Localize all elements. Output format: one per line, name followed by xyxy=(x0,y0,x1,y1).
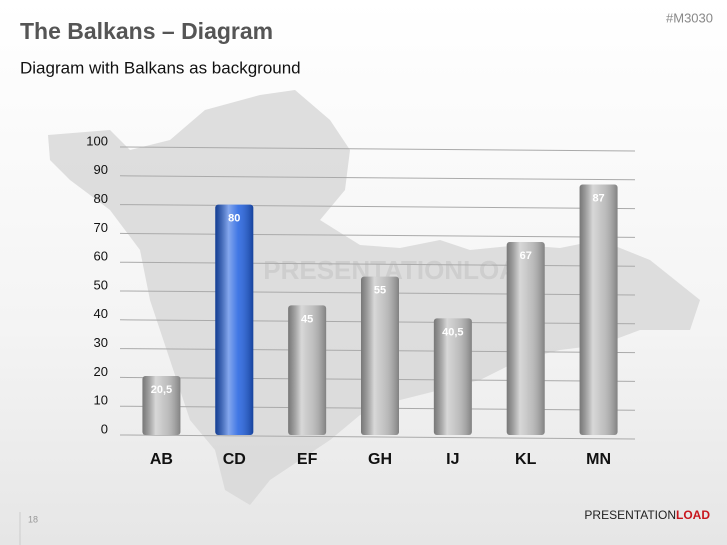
bar-shade xyxy=(361,276,399,435)
y-tick-label: 20 xyxy=(94,364,108,379)
y-tick-label: 40 xyxy=(94,306,108,321)
grid-line xyxy=(119,261,636,267)
grid-line xyxy=(119,434,636,440)
y-tick-label: 90 xyxy=(94,162,108,177)
value-label: 20,5 xyxy=(151,384,172,396)
value-label: 67 xyxy=(520,250,532,262)
grid-line xyxy=(119,204,636,210)
bar-shade xyxy=(288,305,327,435)
value-label: 87 xyxy=(592,192,604,204)
y-tick-label: 30 xyxy=(94,335,108,350)
value-label: 40,5 xyxy=(442,326,463,338)
bar-shade xyxy=(579,184,618,435)
x-tick-label: EF xyxy=(297,451,318,468)
x-tick-label: MN xyxy=(586,451,611,468)
x-tick-label: AB xyxy=(150,451,173,468)
value-label: 55 xyxy=(374,285,386,297)
y-tick-label: 10 xyxy=(94,393,108,408)
slide-code: #M3030 xyxy=(666,10,713,25)
y-tick-label: 50 xyxy=(94,277,108,292)
y-tick-label: 60 xyxy=(94,249,108,264)
y-tick-label: 70 xyxy=(94,220,108,235)
bar-shade xyxy=(433,318,472,435)
logo-right: LOAD xyxy=(676,508,710,522)
grid-line xyxy=(119,175,636,181)
x-tick-label: CD xyxy=(223,451,246,468)
x-tick-label: KL xyxy=(515,451,537,468)
chart: 0 10 20 30 40 50 60 70 80 90 100 AB 20,5 CD 80 EF 45 GH 55… xyxy=(86,133,636,468)
value-label: 45 xyxy=(301,313,313,325)
logo-left: PRESENTATION xyxy=(584,508,676,522)
subtitle: Diagram with Balkans as background xyxy=(20,58,301,77)
y-tick-label: 80 xyxy=(94,191,108,206)
y-tick-label: 100 xyxy=(86,133,108,148)
grid-line xyxy=(119,146,636,152)
y-tick-label: 0 xyxy=(101,421,108,436)
bar-shade xyxy=(142,375,181,435)
bar-shade xyxy=(215,204,254,435)
bar-shade xyxy=(506,242,545,435)
watermark: PRESENTATIONLOAD xyxy=(263,255,536,285)
page-number: 18 xyxy=(28,514,38,524)
x-tick-label: IJ xyxy=(446,451,459,468)
x-tick-label: GH xyxy=(368,451,392,468)
value-label: 80 xyxy=(228,213,240,225)
grid-line xyxy=(119,232,636,238)
title: The Balkans – Diagram xyxy=(20,18,273,44)
